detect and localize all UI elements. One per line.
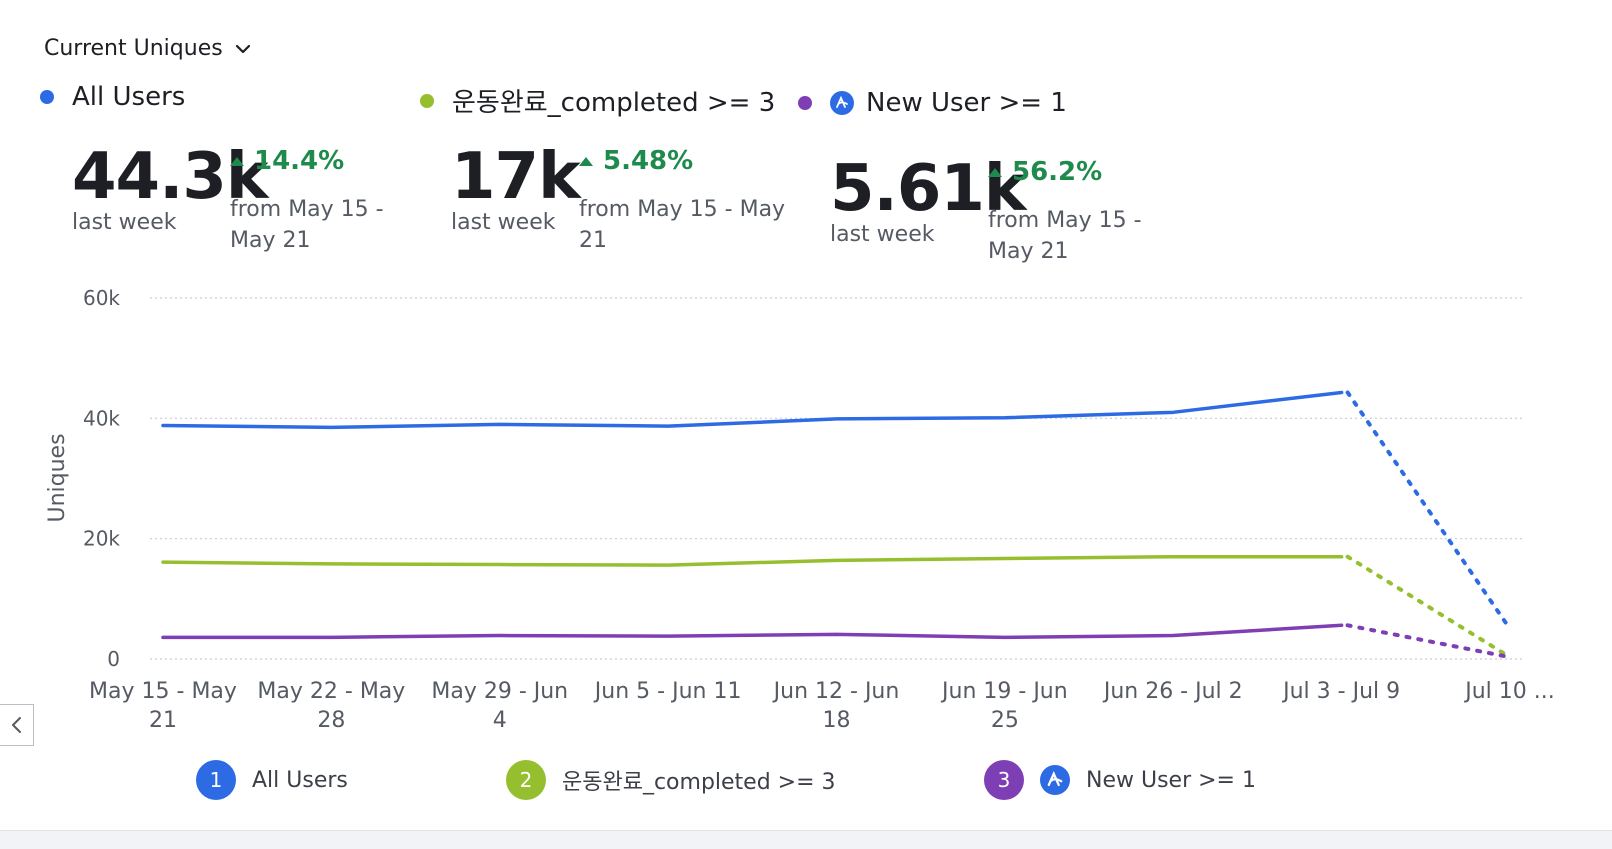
x-tick-label: 4 — [493, 708, 507, 733]
series-dot — [798, 96, 812, 110]
summary-value: 5.61k — [830, 152, 1026, 226]
summary-value: 44.3k — [72, 140, 268, 214]
x-tick-label: Jun 19 - Jun — [940, 679, 1068, 704]
x-tick-label: May 15 - May — [89, 679, 237, 704]
summary-delta: 56.2% — [988, 157, 1102, 187]
summary-delta: 5.48% — [579, 146, 693, 176]
legend-index-badge: 1 — [196, 760, 236, 800]
series-incomplete-line — [1345, 623, 1512, 660]
y-axis-label: Uniques — [45, 433, 70, 522]
y-tick-label: 60k — [83, 286, 120, 310]
series-dot — [40, 90, 54, 104]
y-tick-label: 40k — [83, 406, 120, 430]
arrow-up-icon — [579, 156, 593, 166]
chart-legend: 1 All Users 2 운동완료_completed >= 3 3 New … — [0, 760, 1612, 820]
legend-label: 운동완료_completed >= 3 — [562, 770, 836, 795]
uniques-line-chart: 0 20k 40k 60k Uniques May 15 - May 21 May 22 - … — [45, 286, 1555, 733]
legend-index-badge: 2 — [506, 760, 546, 800]
series-incomplete-line — [1345, 390, 1512, 631]
amplitude-icon — [830, 91, 854, 115]
collapse-panel-button[interactable] — [0, 704, 34, 746]
summary-from-line2: May 21 — [988, 239, 1069, 264]
summary-from-line1: from May 15 - — [230, 197, 384, 222]
summary-period: last week — [72, 210, 177, 235]
summary-from: from May 15 - May 21 — [579, 194, 785, 256]
summary-delta-value: 5.48% — [603, 146, 694, 176]
summary-delta: 14.4% — [230, 146, 344, 176]
summary-from-line1: from May 15 - May — [579, 197, 786, 222]
legend-item-new-user[interactable]: 3 New User >= 1 — [984, 760, 1256, 800]
y-tick-label: 20k — [83, 527, 120, 551]
x-tick-label: Jun 5 - Jun 11 — [593, 679, 742, 704]
amplitude-icon — [1040, 765, 1070, 795]
series-name: New User >= 1 — [866, 88, 1067, 118]
summary-period: last week — [451, 210, 556, 235]
x-tick-label: Jul 3 - Jul 9 — [1281, 679, 1400, 704]
series-name: 운동완료_completed >= 3 — [452, 88, 776, 118]
chevron-down-icon — [235, 44, 250, 53]
legend-label: All Users — [252, 767, 348, 793]
summary-from-line1: from May 15 - — [988, 208, 1142, 233]
legend-label: New User >= 1 — [1086, 767, 1256, 793]
series-name: All Users — [72, 82, 186, 112]
legend-item-all-users[interactable]: 1 All Users — [196, 760, 348, 800]
x-tick-label: 25 — [991, 708, 1019, 733]
summary-delta-value: 56.2% — [1012, 157, 1103, 187]
x-tick-label: Jun 26 - Jul 2 — [1102, 679, 1243, 704]
summary-series-row: New User >= 1 — [798, 88, 1067, 118]
summary-series-row: All Users — [40, 82, 185, 112]
x-tick-label: Jul 10 ... — [1463, 679, 1555, 704]
y-tick-label: 0 — [107, 647, 120, 671]
legend-index-badge: 3 — [984, 760, 1024, 800]
summary-value: 17k — [451, 140, 581, 214]
summary-from-line2: 21 — [579, 228, 607, 253]
series-dot — [420, 93, 434, 108]
legend-item-completed[interactable]: 2 운동완료_completed >= 3 — [506, 760, 836, 800]
x-tick-label: 28 — [317, 708, 345, 733]
summary-period: last week — [830, 222, 935, 247]
summary-delta-value: 14.4% — [254, 146, 345, 176]
summary-from-line2: May 21 — [230, 228, 311, 253]
arrow-up-icon — [230, 156, 244, 166]
chevron-left-icon — [11, 717, 21, 733]
summary-series-row: 운동완료_completed >= 3 — [420, 82, 775, 119]
arrow-up-icon — [988, 167, 1002, 177]
series-incomplete-line — [1345, 554, 1512, 660]
footer-bar — [0, 830, 1612, 849]
x-tick-label: May 22 - May — [257, 679, 405, 704]
series-line — [161, 623, 1344, 640]
summary-from: from May 15 - May 21 — [988, 205, 1142, 267]
metric-dropdown[interactable]: Current Uniques — [44, 36, 253, 61]
summary-from: from May 15 - May 21 — [230, 194, 384, 256]
series-line — [161, 554, 1344, 567]
x-tick-label: 18 — [823, 708, 851, 733]
x-tick-label: 21 — [149, 708, 177, 733]
x-tick-label: May 29 - Jun — [431, 679, 568, 704]
series-line — [161, 390, 1344, 430]
x-tick-label: Jun 12 - Jun — [772, 679, 900, 704]
metric-dropdown-label: Current Uniques — [44, 36, 223, 61]
